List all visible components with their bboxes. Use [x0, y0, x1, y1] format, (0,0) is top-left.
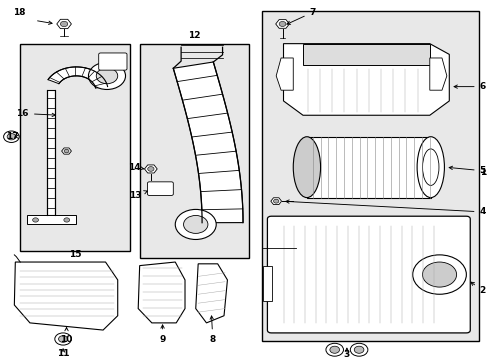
Circle shape — [175, 210, 216, 239]
Text: 9: 9 — [159, 325, 165, 343]
Text: 11: 11 — [57, 349, 69, 358]
Polygon shape — [47, 90, 55, 216]
Circle shape — [64, 218, 70, 222]
Circle shape — [329, 346, 339, 353]
Circle shape — [64, 149, 69, 153]
Text: 16: 16 — [17, 109, 55, 118]
Circle shape — [349, 343, 367, 356]
Circle shape — [33, 218, 39, 222]
Circle shape — [325, 343, 343, 356]
Circle shape — [3, 131, 19, 143]
Text: 3: 3 — [343, 350, 349, 359]
Bar — [262, 266, 272, 301]
FancyBboxPatch shape — [147, 182, 173, 195]
Circle shape — [96, 68, 118, 84]
Circle shape — [412, 255, 466, 294]
Bar — [261, 12, 478, 341]
Circle shape — [59, 336, 67, 342]
Circle shape — [88, 62, 125, 90]
Circle shape — [183, 216, 207, 233]
Circle shape — [353, 346, 363, 353]
Circle shape — [147, 167, 154, 171]
Text: 18: 18 — [13, 8, 25, 17]
Polygon shape — [138, 262, 184, 323]
Bar — [140, 44, 249, 258]
Text: 17: 17 — [5, 132, 18, 141]
Polygon shape — [429, 58, 446, 90]
FancyBboxPatch shape — [99, 53, 127, 70]
Circle shape — [61, 21, 68, 27]
Circle shape — [55, 333, 71, 345]
Text: 1: 1 — [479, 168, 485, 177]
Bar — [27, 216, 75, 224]
Text: 12: 12 — [188, 31, 201, 40]
Ellipse shape — [416, 137, 444, 198]
Text: 13: 13 — [128, 191, 147, 200]
Text: 14: 14 — [128, 163, 143, 172]
Bar — [20, 44, 130, 251]
FancyBboxPatch shape — [267, 216, 469, 333]
Ellipse shape — [293, 137, 320, 198]
Text: 10: 10 — [60, 328, 73, 343]
Text: 6: 6 — [453, 82, 485, 91]
Text: 8: 8 — [209, 316, 216, 343]
Circle shape — [279, 22, 285, 27]
Text: 4: 4 — [285, 200, 485, 216]
Bar — [306, 137, 430, 198]
Polygon shape — [303, 44, 429, 65]
Polygon shape — [14, 262, 118, 330]
Circle shape — [273, 199, 278, 203]
Circle shape — [7, 134, 16, 140]
Text: 7: 7 — [286, 8, 315, 24]
Polygon shape — [276, 58, 293, 90]
Polygon shape — [48, 67, 107, 88]
Polygon shape — [195, 264, 227, 323]
Ellipse shape — [422, 149, 438, 185]
Text: 5: 5 — [448, 166, 485, 175]
Circle shape — [422, 262, 456, 287]
Text: 15: 15 — [68, 250, 81, 259]
Text: 2: 2 — [470, 282, 485, 295]
Polygon shape — [283, 44, 448, 115]
Polygon shape — [173, 62, 243, 223]
